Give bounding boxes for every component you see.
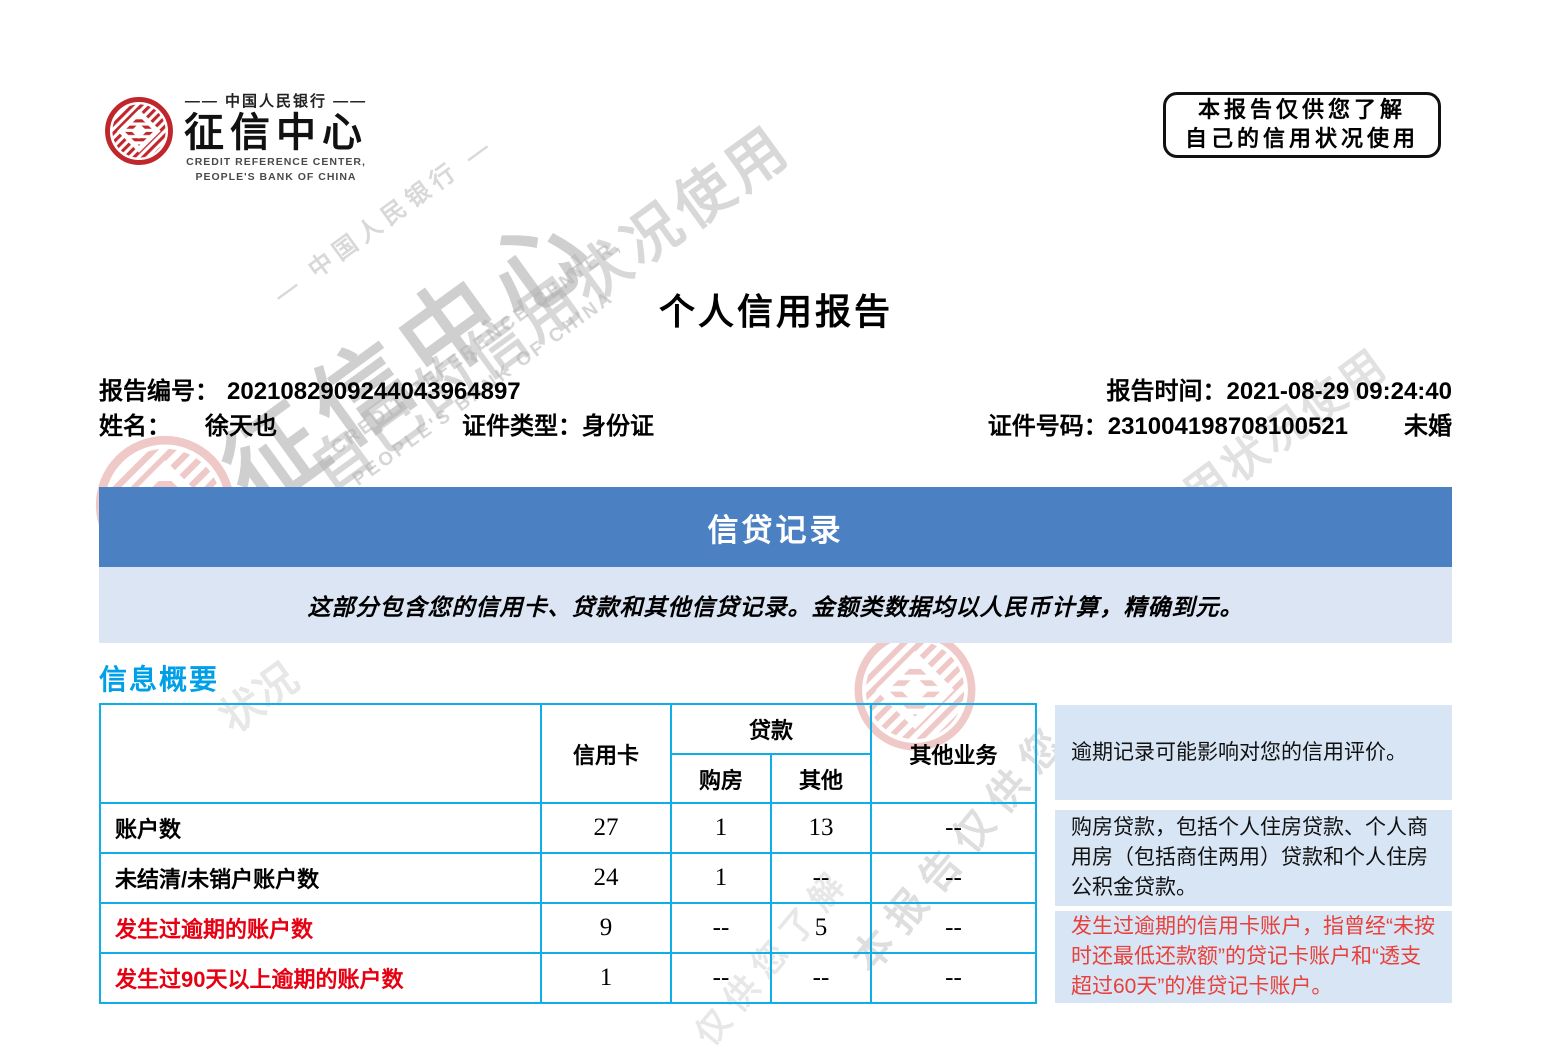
report-time-value: 2021-08-29 09:24:40 bbox=[1226, 378, 1452, 405]
row-label: 发生过逾期的账户数 bbox=[99, 902, 542, 954]
name-label: 姓名： bbox=[99, 413, 171, 440]
credit-records-banner: 信贷记录 bbox=[99, 487, 1452, 567]
row-credit-card-value: 1 bbox=[540, 952, 672, 1004]
logo-bank-name: —— 中国人民银行 —— bbox=[184, 93, 368, 110]
row-label: 发生过90天以上逾期的账户数 bbox=[99, 952, 542, 1004]
report-time-group: 报告时间：2021-08-29 09:24:40 bbox=[1106, 371, 1452, 406]
id-number-group: 证件号码：231004198708100521 未婚 bbox=[988, 406, 1452, 441]
report-number-label: 报告编号： bbox=[99, 378, 219, 405]
row-loan-other-value: 5 bbox=[770, 902, 872, 954]
summary-table-header-other-business: 其他业务 bbox=[870, 703, 1037, 804]
row-other-business-value: -- bbox=[870, 802, 1037, 854]
summary-table-header-loan-house: 购房 bbox=[670, 753, 772, 804]
row-label: 未结清/未销户账户数 bbox=[99, 852, 542, 904]
name-group: 姓名： 徐天也 bbox=[99, 406, 277, 441]
table-row-accounts: 账户数 27 1 13 -- bbox=[99, 802, 1037, 854]
note-text: 逾期记录可能影响对您的信用评价。 bbox=[1071, 740, 1407, 764]
note-overdue-impact: 逾期记录可能影响对您的信用评价。 bbox=[1055, 705, 1452, 800]
logo-center-name: 征信中心 bbox=[184, 111, 368, 155]
id-number-value: 231004198708100521 bbox=[1107, 413, 1348, 440]
report-number-group: 报告编号： 2021082909244043964897 bbox=[99, 371, 521, 406]
report-time-label: 报告时间： bbox=[1106, 378, 1227, 405]
row-other-business-value: -- bbox=[870, 952, 1037, 1004]
table-row-open-accounts: 未结清/未销户账户数 24 1 -- -- bbox=[99, 852, 1037, 904]
summary-table-header-credit-card: 信用卡 bbox=[540, 703, 672, 804]
row-credit-card-value: 27 bbox=[540, 802, 672, 854]
report-info-row-1: 报告编号： 2021082909244043964897 报告时间：2021-08… bbox=[99, 371, 1452, 406]
summary-table-header-loan: 贷款 bbox=[670, 703, 872, 755]
id-type-label: 证件类型： bbox=[462, 413, 582, 440]
usage-notice-line2: 自己的信用状况使用 bbox=[1184, 126, 1419, 151]
logo-english-line1: CREDIT REFERENCE CENTER, bbox=[186, 156, 366, 168]
marital-status: 未婚 bbox=[1404, 413, 1452, 440]
summary-table-corner-cell bbox=[99, 703, 542, 804]
credit-center-emblem-icon bbox=[105, 97, 173, 165]
note-overdue-card-definition: 发生过逾期的信用卡账户，指曾经“未按时还最低还款额”的贷记卡账户和“透支超过60… bbox=[1055, 911, 1452, 1003]
note-text: 购房贷款，包括个人住房贷款、个人商用房（包括商住两用）贷款和个人住房公积金贷款。 bbox=[1071, 816, 1428, 899]
summary-table-header-loan-other: 其他 bbox=[770, 753, 872, 804]
row-credit-card-value: 9 bbox=[540, 902, 672, 954]
pboc-logo: —— 中国人民银行 —— 征信中心 CREDIT REFERENCE CENTE… bbox=[104, 90, 368, 185]
table-row-overdue-90days-accounts: 发生过90天以上逾期的账户数 1 -- -- -- bbox=[99, 952, 1037, 1004]
summary-section-heading: 信息概要 bbox=[99, 664, 220, 695]
usage-notice-line1: 本报告仅供您了解 bbox=[1197, 97, 1406, 123]
page-title: 个人信用报告 bbox=[658, 291, 893, 332]
credit-records-banner-title: 信贷记录 bbox=[707, 512, 844, 548]
row-other-business-value: -- bbox=[870, 852, 1037, 904]
row-other-business-value: -- bbox=[870, 902, 1037, 954]
id-number-label: 证件号码： bbox=[987, 413, 1108, 440]
note-text: 发生过逾期的信用卡账户，指曾经“未按时还最低还款额”的贷记卡账户和“透支超过60… bbox=[1071, 915, 1435, 998]
summary-table: 信用卡 贷款 其他业务 购房 其他 账户数 27 1 13 -- bbox=[99, 703, 1037, 1004]
id-type-value: 身份证 bbox=[582, 413, 654, 440]
note-house-loan-definition: 购房贷款，包括个人住房贷款、个人商用房（包括商住两用）贷款和个人住房公积金贷款。 bbox=[1055, 810, 1452, 906]
name-value: 徐天也 bbox=[205, 413, 277, 440]
logo-text-block: —— 中国人民银行 —— 征信中心 CREDIT REFERENCE CENTE… bbox=[184, 90, 368, 185]
row-loan-other-value: 13 bbox=[770, 802, 872, 854]
row-loan-other-value: -- bbox=[770, 852, 872, 904]
row-loan-house-value: 1 bbox=[670, 852, 772, 904]
usage-notice-box: 本报告仅供您了解 自己的信用状况使用 bbox=[1163, 92, 1441, 158]
row-loan-house-value: -- bbox=[670, 952, 772, 1004]
table-row-overdue-accounts: 发生过逾期的账户数 9 -- 5 -- bbox=[99, 902, 1037, 954]
row-label: 账户数 bbox=[99, 802, 542, 854]
credit-records-description: 这部分包含您的信用卡、贷款和其他信贷记录。金额类数据均以人民币计算，精确到元。 bbox=[99, 567, 1452, 643]
report-number-value: 2021082909244043964897 bbox=[227, 378, 521, 405]
credit-records-description-text: 这部分包含您的信用卡、贷款和其他信贷记录。金额类数据均以人民币计算，精确到元。 bbox=[307, 594, 1244, 620]
row-loan-other-value: -- bbox=[770, 952, 872, 1004]
row-credit-card-value: 24 bbox=[540, 852, 672, 904]
logo-english-line2: PEOPLE'S BANK OF CHINA bbox=[195, 171, 357, 184]
row-loan-house-value: 1 bbox=[670, 802, 772, 854]
report-info-row-2: 姓名： 徐天也 证件类型：身份证 证件号码：231004198708100521 未… bbox=[99, 406, 1452, 441]
id-type-group: 证件类型：身份证 bbox=[462, 406, 654, 441]
row-loan-house-value: -- bbox=[670, 902, 772, 954]
